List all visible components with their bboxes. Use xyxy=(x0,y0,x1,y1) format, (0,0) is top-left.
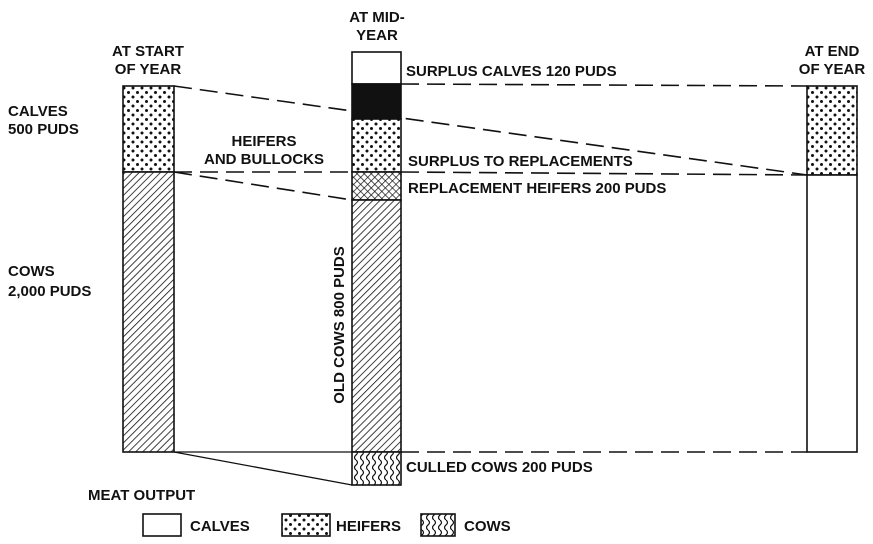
column-title: AT END xyxy=(805,43,860,60)
column-title: AT START xyxy=(112,43,184,60)
label: 2,000 PUDS xyxy=(8,283,91,300)
label: COWS xyxy=(8,263,55,280)
legend-swatch xyxy=(281,513,331,537)
label: 500 PUDS xyxy=(8,121,79,138)
legend-swatch xyxy=(142,513,182,537)
label: AND BULLOCKS xyxy=(204,151,324,168)
column-title: YEAR xyxy=(356,27,398,44)
start-bar xyxy=(122,85,175,453)
legend-swatch xyxy=(420,513,456,537)
column-title: OF YEAR xyxy=(115,61,182,78)
label: CULLED COWS 200 PUDS xyxy=(406,459,593,476)
label: HEIFERS xyxy=(231,133,296,150)
legend-label: HEIFERS xyxy=(336,518,401,535)
column-title: OF YEAR xyxy=(799,61,866,78)
connectors xyxy=(173,83,808,486)
label: OLD COWS 800 PUDS xyxy=(331,246,348,404)
label: REPLACEMENT HEIFERS 200 PUDS xyxy=(408,180,666,197)
legend-title: MEAT OUTPUT xyxy=(88,487,195,504)
mid-bar xyxy=(351,51,402,486)
column-title: AT MID- xyxy=(349,9,405,26)
label: SURPLUS TO REPLACEMENTS xyxy=(408,153,633,170)
legend-label: CALVES xyxy=(190,518,250,535)
label: SURPLUS CALVES 120 PUDS xyxy=(406,63,617,80)
label: CALVES xyxy=(8,103,68,120)
legend-label: COWS xyxy=(464,518,511,535)
end-bar xyxy=(806,85,858,453)
